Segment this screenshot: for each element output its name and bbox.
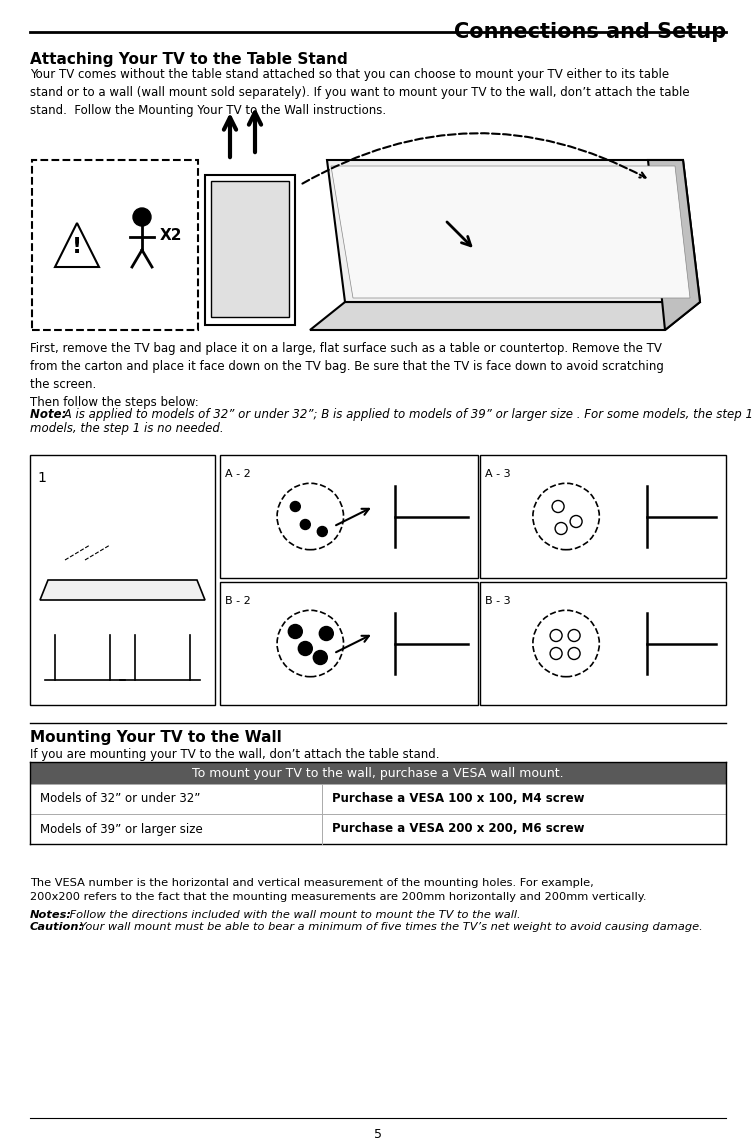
Text: 5: 5 bbox=[374, 1128, 382, 1141]
Circle shape bbox=[555, 522, 567, 535]
Text: If you are mounting your TV to the wall, don’t attach the table stand.: If you are mounting your TV to the wall,… bbox=[30, 748, 439, 761]
Circle shape bbox=[568, 647, 580, 660]
Circle shape bbox=[552, 501, 564, 512]
Text: Mounting Your TV to the Wall: Mounting Your TV to the Wall bbox=[30, 730, 282, 745]
Circle shape bbox=[550, 647, 562, 660]
Bar bbox=[30, 814, 726, 844]
Text: B - 3: B - 3 bbox=[485, 596, 510, 606]
Circle shape bbox=[550, 630, 562, 641]
Polygon shape bbox=[331, 166, 690, 298]
Text: Models of 39” or larger size: Models of 39” or larger size bbox=[40, 823, 203, 836]
Text: Follow the directions included with the wall mount to mount the TV to the wall.: Follow the directions included with the … bbox=[66, 910, 521, 920]
Polygon shape bbox=[310, 302, 700, 330]
Text: Connections and Setup: Connections and Setup bbox=[454, 22, 726, 42]
Bar bbox=[480, 455, 726, 578]
Polygon shape bbox=[40, 580, 205, 600]
Bar bbox=[205, 175, 295, 325]
Text: Caution:: Caution: bbox=[30, 922, 84, 932]
Circle shape bbox=[299, 641, 312, 655]
Circle shape bbox=[300, 520, 310, 529]
Text: Purchase a VESA 100 x 100, M4 screw: Purchase a VESA 100 x 100, M4 screw bbox=[333, 792, 585, 806]
Text: A - 2: A - 2 bbox=[225, 469, 251, 479]
Bar bbox=[220, 582, 478, 705]
Text: Purchase a VESA 200 x 200, M6 screw: Purchase a VESA 200 x 200, M6 screw bbox=[333, 823, 585, 836]
Bar bbox=[30, 762, 726, 784]
Text: models, the step 1 is no needed.: models, the step 1 is no needed. bbox=[30, 422, 224, 435]
Text: Models of 32” or under 32”: Models of 32” or under 32” bbox=[40, 792, 200, 806]
Text: Note:: Note: bbox=[30, 408, 70, 421]
Circle shape bbox=[319, 626, 333, 640]
Text: A is applied to models of 32” or under 32”; B is applied to models of 39” or lar: A is applied to models of 32” or under 3… bbox=[60, 408, 756, 421]
Circle shape bbox=[288, 624, 302, 639]
Circle shape bbox=[290, 502, 300, 512]
Circle shape bbox=[133, 208, 151, 226]
Bar bbox=[220, 455, 478, 578]
Polygon shape bbox=[55, 223, 99, 267]
Circle shape bbox=[568, 630, 580, 641]
Circle shape bbox=[570, 515, 582, 528]
Bar bbox=[32, 160, 198, 330]
Text: The VESA number is the horizontal and vertical measurement of the mounting holes: The VESA number is the horizontal and ve… bbox=[30, 878, 646, 902]
Polygon shape bbox=[327, 160, 700, 302]
Bar bbox=[30, 784, 726, 814]
Bar bbox=[30, 455, 215, 705]
Text: Your TV comes without the table stand attached so that you can choose to mount y: Your TV comes without the table stand at… bbox=[30, 67, 689, 117]
Text: Notes:: Notes: bbox=[30, 910, 72, 920]
Text: B - 2: B - 2 bbox=[225, 596, 251, 606]
Text: Your wall mount must be able to bear a minimum of five times the TV’s net weight: Your wall mount must be able to bear a m… bbox=[76, 922, 703, 932]
Text: A - 3: A - 3 bbox=[485, 469, 510, 479]
Bar bbox=[211, 181, 289, 317]
Text: !: ! bbox=[72, 237, 82, 257]
Polygon shape bbox=[648, 160, 700, 330]
Text: X2: X2 bbox=[160, 227, 182, 242]
Circle shape bbox=[318, 527, 327, 536]
Text: First, remove the TV bag and place it on a large, flat surface such as a table o: First, remove the TV bag and place it on… bbox=[30, 342, 664, 409]
Bar bbox=[480, 582, 726, 705]
Text: To mount your TV to the wall, purchase a VESA wall mount.: To mount your TV to the wall, purchase a… bbox=[192, 767, 564, 780]
Text: Attaching Your TV to the Table Stand: Attaching Your TV to the Table Stand bbox=[30, 51, 348, 67]
Circle shape bbox=[313, 650, 327, 664]
Text: 1: 1 bbox=[37, 471, 46, 485]
